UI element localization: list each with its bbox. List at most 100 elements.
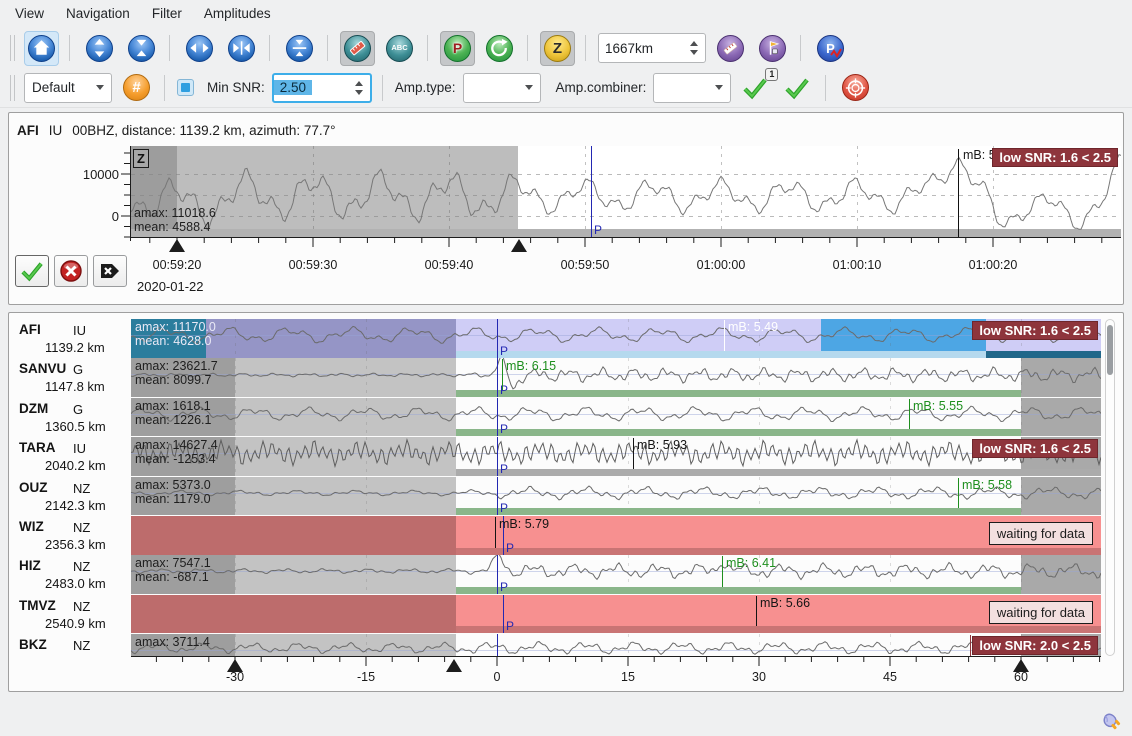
- phase-p-marker[interactable]: [497, 634, 498, 656]
- phase-p-marker[interactable]: [591, 146, 592, 237]
- connection-status[interactable]: [1098, 708, 1122, 732]
- spinner-arrows[interactable]: [683, 41, 705, 55]
- home-button[interactable]: [24, 30, 59, 66]
- center-line: [131, 453, 1101, 455]
- amplitude-marker[interactable]: [958, 477, 959, 509]
- relative-time-axis: [131, 656, 1101, 669]
- trace-region: [235, 634, 456, 656]
- spinner-arrows[interactable]: [348, 80, 370, 95]
- reject-amplitude-button[interactable]: [54, 255, 88, 287]
- distance-range-spinner[interactable]: 1667km: [598, 33, 706, 63]
- amplitude-marker[interactable]: [909, 398, 910, 430]
- profile-select[interactable]: Default: [24, 72, 112, 103]
- scrollbar-thumb[interactable]: [1107, 325, 1113, 375]
- min-snr-checkbox[interactable]: [177, 79, 194, 96]
- amplitude-marker[interactable]: [756, 595, 757, 627]
- apply-button[interactable]: [779, 72, 815, 104]
- amp-type-select[interactable]: [462, 72, 541, 103]
- gridline: [857, 146, 858, 237]
- recompute-button[interactable]: [482, 31, 517, 66]
- toolbar-handle[interactable]: [10, 35, 15, 61]
- window-end-handle[interactable]: [511, 239, 527, 252]
- distance-measure-button[interactable]: [713, 31, 748, 66]
- amplitude-marker[interactable]: [495, 517, 496, 548]
- apply-once-button[interactable]: 1: [738, 67, 779, 104]
- amplitude-marker[interactable]: [724, 320, 725, 351]
- data-availability-bar: [131, 229, 1121, 237]
- phase-p-marker[interactable]: [497, 358, 498, 397]
- station-row-tara[interactable]: TARA IU 2040.2 km amax: 14627.4 mean: -1253.…: [9, 437, 1109, 476]
- magnitude-count-button[interactable]: #: [119, 70, 154, 105]
- main-waveform-plot[interactable]: Z amax: 11018.6 mean: 4588.4 P mB: 5.4 l…: [131, 146, 1121, 237]
- gridline: [993, 146, 994, 237]
- amp-combiner-select[interactable]: [653, 72, 732, 103]
- accept-amplitude-button[interactable]: [15, 255, 49, 287]
- menu-filter[interactable]: Filter: [151, 6, 182, 21]
- menu-view[interactable]: View: [15, 6, 45, 21]
- picker-button[interactable]: P: [813, 31, 848, 66]
- phase-p-marker[interactable]: [497, 555, 498, 594]
- amplitude-marker[interactable]: [958, 149, 959, 237]
- phase-p-marker[interactable]: [497, 437, 498, 476]
- reset-origin-button[interactable]: [838, 70, 873, 105]
- phase-p-marker[interactable]: [503, 594, 504, 634]
- station-flag-button[interactable]: [755, 31, 790, 66]
- signal-window-handle[interactable]: [446, 659, 462, 672]
- phase-p-marker[interactable]: [497, 476, 498, 516]
- amplitude-marker[interactable]: [970, 635, 971, 656]
- expand-horizontal-button[interactable]: [182, 31, 217, 66]
- skip-station-button[interactable]: [93, 255, 127, 287]
- expand-vertical-button[interactable]: [82, 31, 117, 66]
- phase-p-marker[interactable]: [497, 397, 498, 437]
- vertical-scrollbar[interactable]: [1105, 319, 1115, 656]
- menu-navigation[interactable]: Navigation: [66, 6, 130, 21]
- amplitude-marker[interactable]: [633, 438, 634, 469]
- menu-amplitudes[interactable]: Amplitudes: [203, 6, 271, 21]
- time-tick-label: 00:59:20: [152, 258, 202, 272]
- time-tick-label: 00:59:30: [288, 258, 338, 272]
- gridline: [759, 319, 760, 358]
- station-row-sanvu[interactable]: SANVU G 1147.8 km amax: 23621.7 mean: 8099.7…: [9, 358, 1109, 397]
- phase-p-marker[interactable]: [503, 516, 504, 555]
- time-axis: [131, 237, 1121, 247]
- time-tick-label: 01:00:20: [968, 258, 1018, 272]
- amplitude-marker[interactable]: [502, 359, 503, 390]
- gridline: [366, 476, 367, 516]
- trace-network: IU: [48, 123, 63, 138]
- trace-region: [1021, 397, 1101, 437]
- measure-tool-button[interactable]: [340, 30, 375, 66]
- toolbar-handle[interactable]: [10, 74, 15, 101]
- trace-header: AFI IU 00BHZ, distance: 1139.2 km, azimuth…: [17, 123, 336, 138]
- window-start-handle[interactable]: [169, 239, 185, 252]
- trace-meta: 00BHZ, distance: 1139.2 km, azimuth: 77.…: [72, 123, 336, 138]
- amax-label: amax: 7547.1: [135, 556, 211, 571]
- phase-labels-button[interactable]: ABC: [382, 31, 417, 66]
- phase-p-marker[interactable]: [497, 319, 498, 358]
- station-row-afi[interactable]: AFI IU 1139.2 km amax: 11170.0 mean: 4628.0 P…: [9, 319, 1109, 358]
- window-end-handle[interactable]: [1013, 659, 1029, 672]
- time-tick-label: 01:00:00: [696, 258, 746, 272]
- compress-horizontal-button[interactable]: [224, 31, 259, 66]
- component-z-button[interactable]: Z: [540, 30, 575, 66]
- fit-amplitude-button[interactable]: [282, 31, 317, 66]
- compress-vertical-button[interactable]: [124, 31, 159, 66]
- amplitude-marker[interactable]: [722, 556, 723, 587]
- show-picks-button[interactable]: P: [440, 30, 475, 66]
- noise-window-handle[interactable]: [227, 659, 243, 672]
- min-snr-spinbox[interactable]: 2.50: [271, 72, 372, 103]
